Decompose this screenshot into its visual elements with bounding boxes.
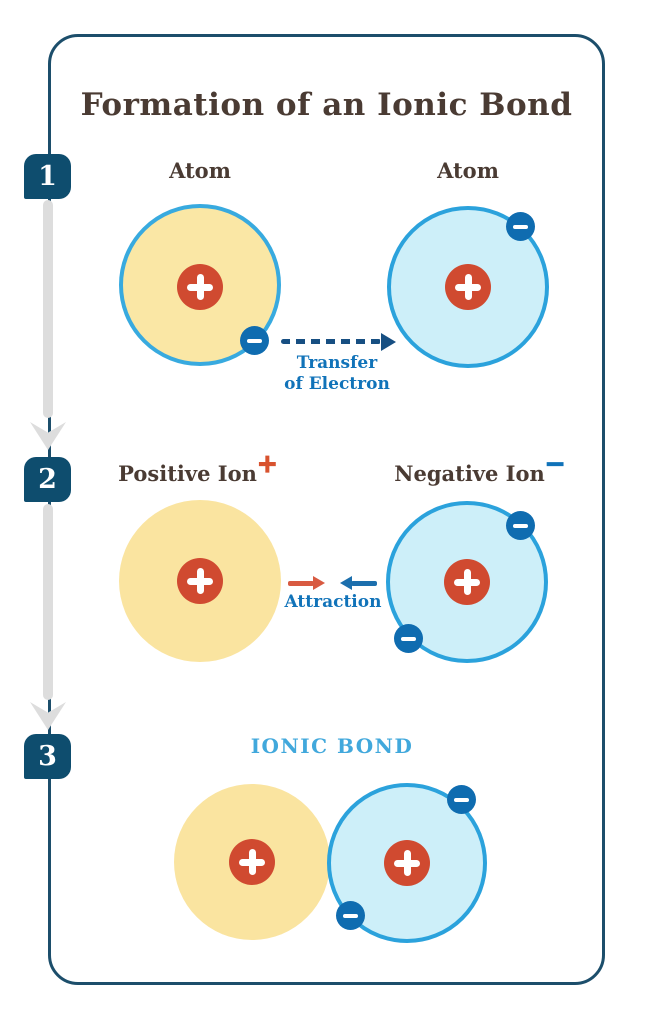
step-2-badge: 2	[24, 457, 71, 502]
step1-right-atom-label: Atom	[437, 158, 499, 183]
minus-superscript-icon: −	[544, 448, 566, 478]
ionic-bond-label: IONIC BOND	[250, 734, 414, 758]
step1-yellow-nucleus-plus-icon	[177, 264, 223, 310]
step2-negative-nucleus-plus-icon	[444, 559, 490, 605]
page-title: Formation of an Ionic Bond	[80, 86, 573, 123]
step1-left-atom-label: Atom	[169, 158, 231, 183]
plus-superscript-icon: +	[256, 448, 278, 478]
step3-positive-nucleus-plus-icon	[229, 839, 275, 885]
step2-electron-top-minus-icon	[506, 511, 535, 540]
step1-blue-electron-minus-icon	[506, 212, 535, 241]
negative-ion-label: Negative Ion−	[394, 448, 566, 486]
step2-electron-bottom-minus-icon	[394, 624, 423, 653]
card-frame	[48, 34, 605, 985]
attraction-caption: Attraction	[284, 592, 382, 612]
transfer-caption: Transfer of Electron	[284, 353, 390, 394]
attraction-arrow-right-icon	[288, 576, 325, 590]
step-1-badge: 1	[24, 154, 71, 199]
step1-blue-nucleus-plus-icon	[445, 264, 491, 310]
step-3-badge: 3	[24, 734, 71, 779]
step3-negative-nucleus-plus-icon	[384, 840, 430, 886]
flow-connector-shaft-2	[43, 504, 53, 700]
flow-connector-shaft-1	[43, 200, 53, 418]
positive-ion-label: Positive Ion+	[118, 448, 278, 486]
step3-electron-top-minus-icon	[447, 785, 476, 814]
step2-positive-nucleus-plus-icon	[177, 558, 223, 604]
step1-yellow-electron-minus-icon	[240, 326, 269, 355]
attraction-arrow-left-icon	[340, 576, 377, 590]
step3-electron-bottom-minus-icon	[336, 901, 365, 930]
